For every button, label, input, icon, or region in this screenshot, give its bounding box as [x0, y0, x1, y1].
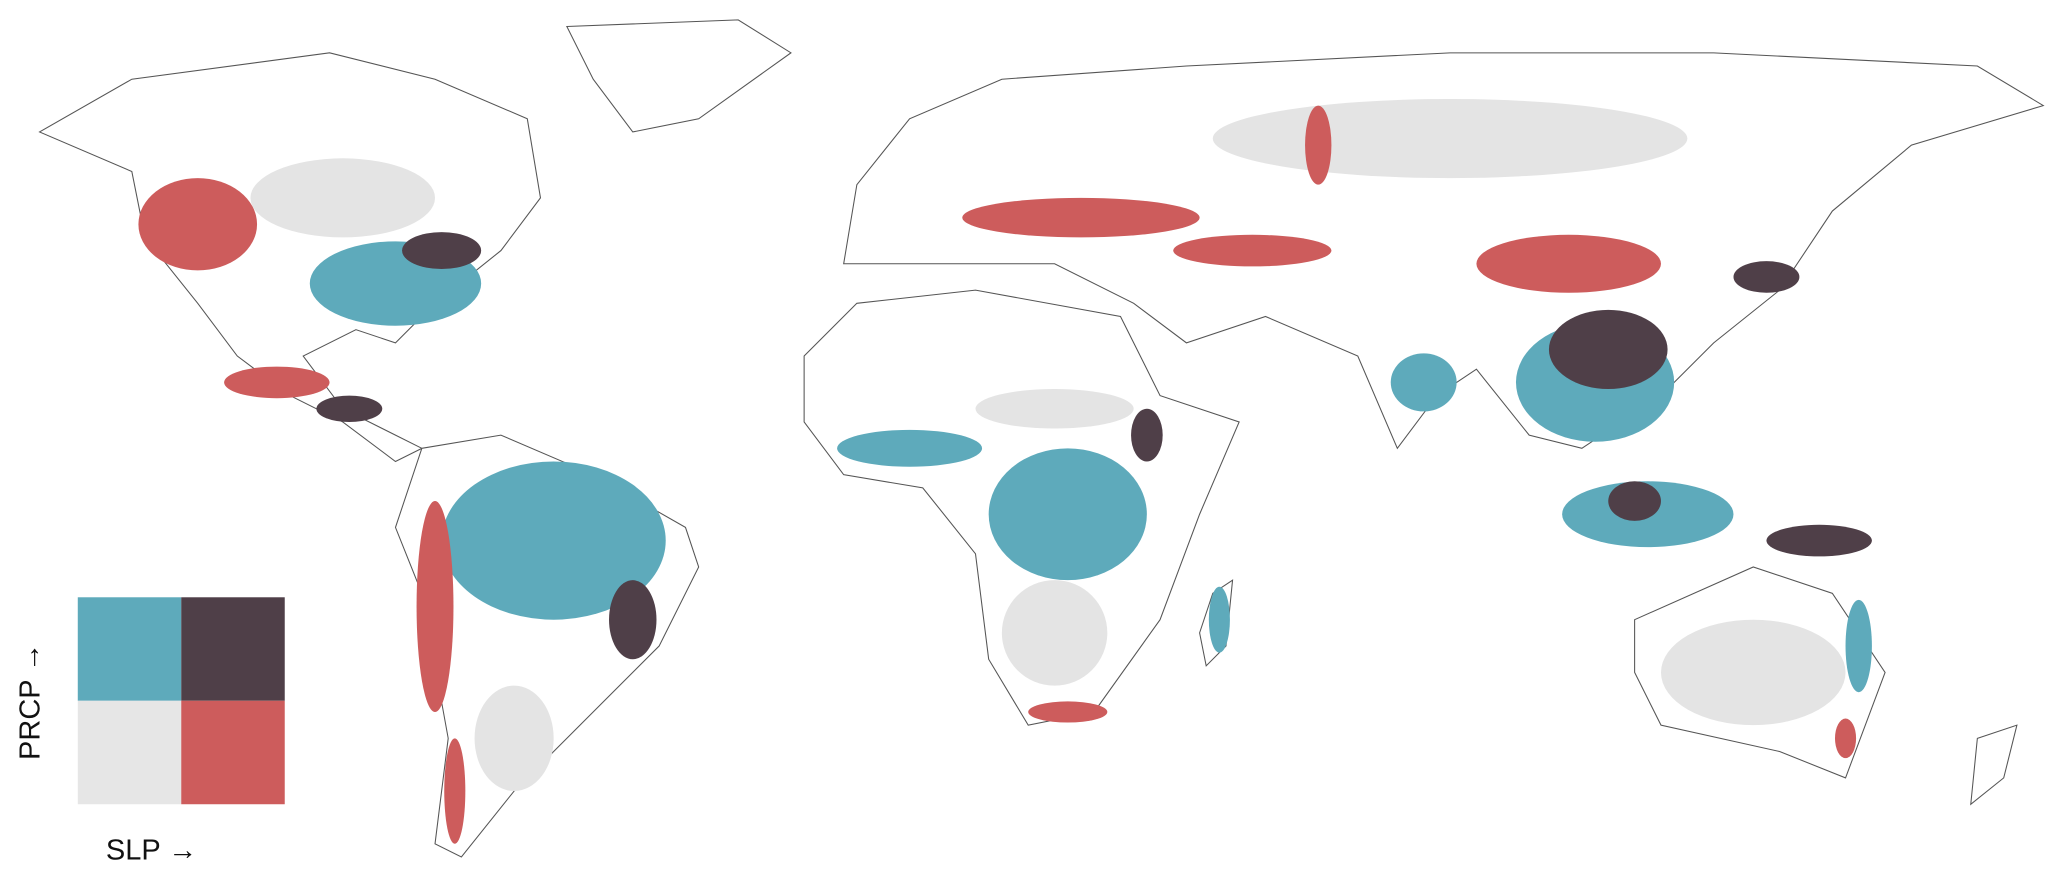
patch [224, 366, 330, 399]
legend: PRCP → SLP → [15, 597, 285, 867]
patch [1028, 701, 1108, 723]
patch [250, 158, 436, 238]
patch [1766, 524, 1872, 557]
legend-cell [181, 597, 285, 701]
patch [1845, 599, 1872, 693]
new-zealand [1970, 724, 2018, 806]
patch [609, 580, 657, 660]
landmasses [38, 19, 2045, 858]
legend-y-label: PRCP → [15, 643, 47, 760]
patch [316, 395, 383, 422]
patch [138, 178, 258, 271]
patch [962, 197, 1200, 238]
patch [1212, 98, 1688, 179]
patch [1660, 619, 1846, 726]
patch [1608, 481, 1661, 521]
legend-cell [77, 597, 182, 701]
patch [1548, 309, 1668, 389]
patch [474, 685, 554, 792]
eurasia [843, 52, 2045, 450]
legend-cell [181, 700, 285, 805]
patch [1834, 718, 1857, 759]
patch [1208, 586, 1230, 653]
patch [1476, 234, 1661, 293]
legend-cell [77, 700, 182, 805]
patch [441, 461, 666, 620]
patch [837, 429, 983, 467]
patch [1390, 353, 1457, 412]
patch [444, 738, 466, 844]
patch [402, 232, 482, 270]
patch [1733, 261, 1800, 293]
patch [1001, 580, 1108, 686]
legend-x-label: SLP → [106, 835, 197, 867]
patch [1131, 408, 1163, 462]
climate-patches [138, 98, 1872, 844]
greenland [566, 19, 792, 133]
patch [1305, 105, 1332, 185]
patch [975, 388, 1134, 429]
patch [1173, 234, 1332, 267]
patch [988, 448, 1147, 581]
patch [416, 501, 454, 712]
